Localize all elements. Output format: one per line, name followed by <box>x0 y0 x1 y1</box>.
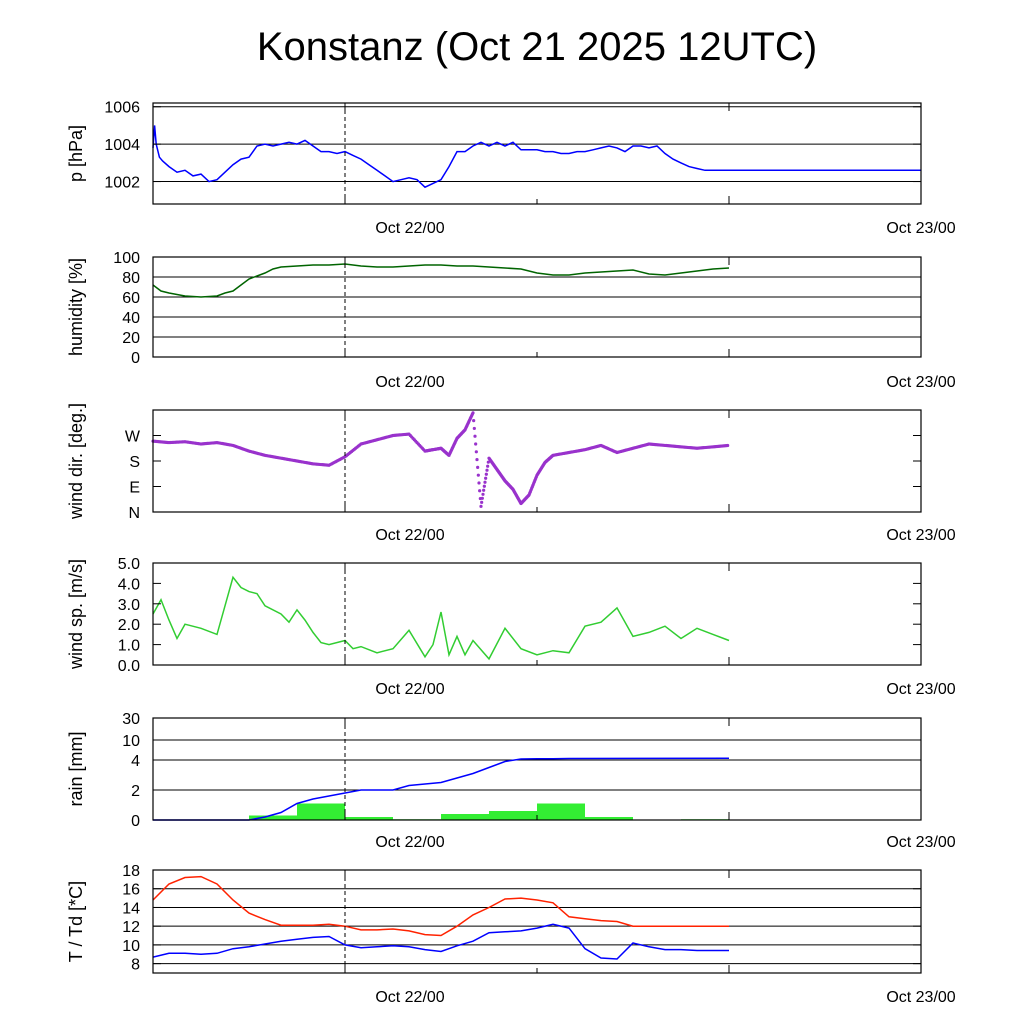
x-tick-label: Oct 23/00 <box>886 374 955 391</box>
rain-bar <box>489 811 537 820</box>
panel-3: 5.0 4.0 3.0 2.0 1.0 0.0 Oct 22/00 Oct 23/00 wind… <box>66 556 956 698</box>
data-point <box>485 468 489 472</box>
y-tick-label: 10 <box>122 733 140 750</box>
rain-bar <box>441 814 489 820</box>
y-tick-label: 0.0 <box>118 658 140 675</box>
data-point <box>480 496 484 500</box>
y-tick-label: 1004 <box>104 137 140 154</box>
data-point <box>486 460 490 464</box>
y-axis-label: T / Td [*C] <box>66 881 86 962</box>
data-point <box>479 504 483 508</box>
x-tick-label: Oct 22/00 <box>375 834 444 851</box>
rain-bar <box>249 815 297 820</box>
y-tick-label: 40 <box>122 310 140 327</box>
y-tick-label: 4.0 <box>118 576 140 593</box>
y-tick-label: 3.0 <box>118 597 140 614</box>
y-tick-label: 4 <box>131 753 140 770</box>
x-tick-label: Oct 23/00 <box>886 527 955 544</box>
chart-title: Konstanz (Oct 21 2025 12UTC) <box>257 25 817 69</box>
series-line-1 <box>152 923 729 960</box>
data-point <box>477 481 481 485</box>
data-point <box>483 480 487 484</box>
rain-bar <box>345 817 393 820</box>
series-line-0 <box>152 875 729 937</box>
y-tick-label: 8 <box>131 957 140 974</box>
data-point <box>472 426 476 431</box>
y-tick-label: 1.0 <box>118 638 140 655</box>
y-tick-label: 14 <box>122 900 140 917</box>
x-tick-label: Oct 22/00 <box>375 681 444 698</box>
y-tick-label: 5.0 <box>118 556 140 573</box>
y-tick-label: 18 <box>122 863 140 880</box>
y-tick-label: 60 <box>122 290 140 307</box>
panel-frame <box>152 409 922 513</box>
series-line-0 <box>152 125 921 189</box>
y-tick-label: 2 <box>131 783 140 800</box>
y-tick-label: 16 <box>122 882 140 899</box>
panel-frame <box>152 102 922 205</box>
data-point <box>484 472 488 476</box>
data-point <box>474 442 478 446</box>
data-point <box>484 476 488 480</box>
y-tick-label: 2.0 <box>118 617 140 634</box>
series-line-0 <box>152 263 730 298</box>
y-axis-label: rain [mm] <box>66 731 86 806</box>
y-tick-label: 20 <box>122 330 140 347</box>
y-tick-label: E <box>129 480 140 497</box>
y-tick-label: W <box>125 429 141 446</box>
y-tick-label: 10 <box>122 938 140 955</box>
y-tick-label: N <box>128 505 140 522</box>
y-tick-label: 1002 <box>104 175 140 192</box>
y-tick-label: 0 <box>131 813 140 830</box>
wind-dir-points <box>151 411 730 508</box>
x-tick-label: Oct 23/00 <box>886 681 955 698</box>
y-tick-label: 1006 <box>104 100 140 117</box>
data-point <box>481 492 485 496</box>
data-point <box>486 464 490 468</box>
series-line-0 <box>152 575 730 661</box>
x-tick-label: Oct 23/00 <box>886 834 955 851</box>
rain-bar <box>585 817 633 820</box>
x-tick-label: Oct 23/00 <box>886 220 955 237</box>
data-point <box>473 434 477 438</box>
rain-bar <box>537 803 585 820</box>
data-point <box>480 500 484 504</box>
data-point <box>478 489 482 493</box>
data-point <box>474 450 478 454</box>
y-axis-label: humidity [%] <box>66 258 86 356</box>
panel-frame <box>152 562 922 666</box>
data-point <box>726 443 730 448</box>
y-tick-label: 80 <box>122 270 140 287</box>
rain-bar <box>297 803 345 820</box>
y-axis-label: wind sp. [m/s] <box>66 559 86 670</box>
x-tick-label: Oct 22/00 <box>375 220 444 237</box>
y-axis-label: p [hPa] <box>66 125 86 182</box>
y-tick-label: 0 <box>131 350 140 367</box>
x-tick-label: Oct 22/00 <box>375 374 444 391</box>
data-point <box>476 465 480 469</box>
panel-1: 100 80 60 40 20 0 Oct 22/00 Oct 23/00 humidity [… <box>66 250 956 391</box>
y-tick-label: S <box>129 454 140 471</box>
y-tick-label: 30 <box>122 711 140 728</box>
x-tick-label: Oct 23/00 <box>886 989 955 1006</box>
x-tick-label: Oct 22/00 <box>375 527 444 544</box>
data-point <box>471 411 475 415</box>
panel-0: 1006 1004 1002 Oct 22/00 Oct 23/00 p [hPa] <box>66 100 956 237</box>
data-point <box>482 488 486 492</box>
x-tick-label: Oct 22/00 <box>375 989 444 1006</box>
panel-4: 30 10 4 2 0 Oct 22/00 Oct 23/00 rain [mm] <box>66 711 956 851</box>
data-point <box>475 457 479 462</box>
data-point <box>472 419 476 423</box>
y-tick-label: 100 <box>113 250 140 267</box>
y-tick-label: 12 <box>122 919 140 936</box>
series-line-0 <box>153 757 730 821</box>
data-point <box>482 484 486 488</box>
data-point <box>476 473 480 477</box>
y-axis-label: wind dir. [deg.] <box>66 403 86 520</box>
